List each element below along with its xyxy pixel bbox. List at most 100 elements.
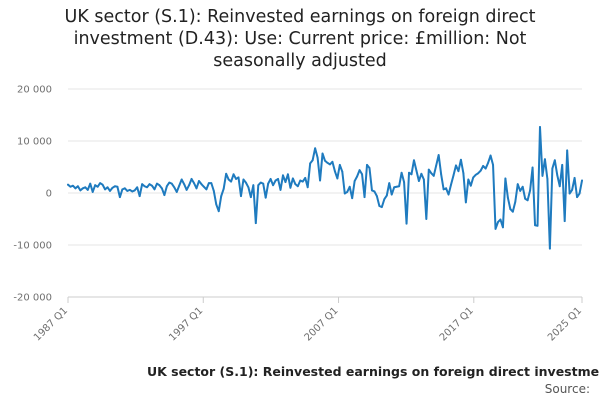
data-point	[170, 182, 173, 185]
data-point	[210, 182, 213, 185]
footer-caption: UK sector (S.1): Reinvested earnings on …	[0, 364, 600, 382]
y-axis-tick-labels: 20 000 10 000 0 -10 000 -20 000	[13, 85, 52, 304]
data-point	[469, 184, 472, 187]
data-point	[99, 182, 102, 185]
data-point	[514, 200, 517, 203]
data-point	[277, 178, 279, 180]
footer-source: Source:	[544, 382, 590, 396]
data-point	[287, 173, 289, 176]
x-tick-label: 1987 Q1	[32, 305, 70, 343]
data-point	[388, 182, 391, 185]
data-point	[324, 159, 326, 162]
data-point	[563, 220, 566, 222]
data-point	[432, 174, 435, 177]
data-point	[185, 188, 188, 191]
data-point	[131, 190, 134, 193]
data-point	[494, 227, 497, 230]
data-point	[326, 161, 329, 164]
data-point	[252, 184, 255, 187]
data-point	[314, 147, 317, 150]
data-point	[479, 169, 482, 172]
data-point	[67, 183, 69, 186]
data-point	[193, 182, 195, 185]
data-point	[502, 226, 504, 229]
data-point	[183, 183, 186, 186]
data-point	[519, 190, 522, 192]
data-point	[267, 182, 270, 185]
y-tick-label: 0	[46, 189, 52, 200]
data-point	[435, 164, 438, 167]
data-point	[427, 168, 430, 171]
data-point	[356, 175, 359, 178]
data-point	[195, 187, 198, 190]
data-point	[442, 188, 445, 191]
data-point	[245, 181, 247, 184]
y-tick-label: 10 000	[17, 137, 52, 148]
data-point	[445, 187, 447, 190]
data-point	[306, 186, 309, 189]
x-tick-label: 1997 Q1	[167, 305, 205, 343]
data-point	[274, 179, 277, 182]
data-point	[531, 166, 534, 169]
data-point	[539, 126, 541, 128]
data-point	[551, 167, 554, 170]
data-point	[203, 185, 205, 188]
data-point	[156, 182, 158, 185]
data-point	[168, 181, 171, 184]
data-point	[398, 185, 401, 188]
data-point	[242, 178, 245, 181]
data-point	[489, 154, 492, 157]
data-point	[121, 188, 124, 191]
data-point	[385, 194, 388, 197]
data-point	[529, 189, 532, 192]
data-point	[430, 172, 433, 175]
data-point	[161, 187, 163, 190]
data-point	[484, 167, 487, 170]
data-point	[180, 178, 183, 181]
data-point	[511, 210, 514, 213]
data-point	[279, 188, 282, 191]
footer-caption-text: UK sector (S.1): Reinvested earnings on …	[146, 364, 600, 379]
data-point	[482, 165, 485, 167]
data-point	[353, 180, 356, 182]
data-point	[380, 206, 383, 208]
data-point	[272, 184, 275, 187]
data-point	[509, 208, 512, 211]
data-point	[220, 195, 223, 198]
data-point	[462, 172, 465, 175]
data-point	[262, 182, 265, 185]
data-point	[215, 203, 218, 206]
data-point	[222, 187, 225, 190]
data-point	[217, 210, 220, 213]
data-point	[558, 185, 561, 188]
x-tick-label: 2025 Q1	[546, 305, 584, 343]
chart-title-line-3: seasonally adjusted	[213, 51, 387, 71]
data-point	[455, 164, 457, 167]
x-tick-label: 2007 Q1	[303, 305, 341, 343]
data-point	[81, 187, 84, 190]
data-point	[375, 195, 378, 198]
data-point	[497, 221, 499, 224]
data-point	[96, 185, 99, 188]
data-point	[546, 178, 549, 180]
data-point	[343, 192, 346, 195]
data-point	[74, 187, 77, 190]
data-point	[114, 185, 116, 188]
data-point	[452, 174, 455, 177]
data-point	[450, 183, 452, 186]
data-point	[296, 185, 299, 188]
data-point	[492, 164, 494, 166]
data-point	[91, 191, 94, 193]
data-point	[336, 177, 339, 180]
data-point	[331, 160, 334, 163]
data-point	[400, 171, 403, 174]
data-point	[69, 185, 72, 188]
series-layer	[67, 125, 583, 250]
data-point	[200, 183, 203, 186]
data-point	[348, 185, 351, 188]
data-point	[247, 186, 250, 189]
data-point	[581, 179, 583, 182]
data-point	[536, 224, 539, 227]
data-point	[86, 188, 89, 191]
